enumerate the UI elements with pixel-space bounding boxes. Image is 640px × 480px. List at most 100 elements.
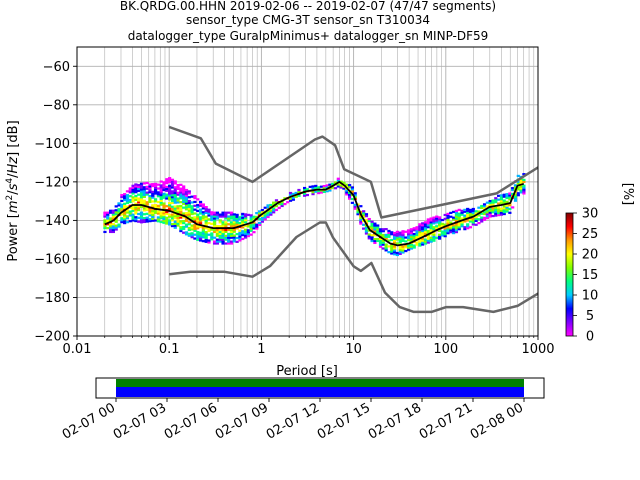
density-cell: [215, 215, 220, 218]
density-cell: [423, 225, 428, 228]
density-cell: [409, 243, 414, 246]
density-cell: [193, 227, 197, 231]
density-cell: [412, 236, 416, 240]
density-cell: [232, 222, 236, 226]
density-cell: [131, 217, 135, 220]
density-cell: [193, 204, 197, 207]
density-cell: [207, 212, 211, 215]
density-cell: [139, 200, 144, 203]
density-cell: [241, 214, 245, 217]
density-cell: [513, 199, 518, 202]
density-cell: [184, 213, 189, 217]
density-cell: [398, 250, 402, 254]
density-cell: [468, 214, 473, 217]
density-cell: [170, 215, 175, 218]
density-cell: [123, 222, 127, 225]
density-cell: [221, 228, 225, 232]
density-cell: [125, 199, 130, 203]
density-cell: [145, 193, 149, 196]
density-cell: [426, 226, 430, 229]
density-cell: [384, 247, 388, 250]
density-cell: [120, 195, 124, 199]
density-cell: [488, 200, 492, 203]
density-cell: [210, 236, 214, 239]
density-cell: [482, 210, 487, 214]
density-cell: [173, 188, 177, 191]
density-cell: [241, 234, 245, 237]
density-cell: [207, 214, 211, 217]
density-cell: [460, 213, 464, 216]
density-cell: [204, 233, 208, 236]
density-cell: [106, 227, 110, 230]
density-cell: [446, 228, 450, 231]
density-cell: [159, 211, 163, 214]
density-cell: [260, 218, 265, 221]
density-cell: [466, 211, 470, 214]
colorbar: 0 5 10 15 20 25 30: [565, 207, 598, 345]
density-cell: [457, 212, 461, 215]
density-cell: [184, 225, 189, 228]
density-cell: [153, 190, 158, 193]
density-cell: [176, 209, 180, 212]
density-cell: [198, 212, 203, 215]
density-cell: [243, 224, 248, 228]
density-cell: [168, 215, 172, 218]
density-cell: [494, 214, 498, 217]
density-cell: [224, 228, 228, 232]
density-cell: [103, 225, 107, 228]
density-cell: [142, 209, 146, 212]
density-cell: [232, 240, 236, 243]
density-cell: [311, 191, 315, 194]
density-cell: [395, 230, 399, 233]
density-cell: [249, 216, 253, 219]
density-cell: [499, 201, 504, 205]
density-cell: [134, 219, 138, 223]
density-cell: [148, 198, 152, 202]
density-cell: [207, 218, 211, 221]
density-cell: [170, 180, 175, 183]
density-cell: [291, 196, 295, 199]
density-cell: [173, 216, 177, 220]
density-cell: [491, 214, 495, 218]
density-cell: [477, 214, 481, 217]
density-cell: [173, 226, 177, 229]
density-cell: [176, 224, 180, 227]
density-cell: [111, 215, 115, 218]
density-cell: [367, 225, 371, 228]
density-cell: [196, 221, 200, 224]
density-cell: [173, 224, 177, 227]
density-cell: [106, 211, 110, 214]
density-cell: [395, 232, 399, 235]
density-cell: [159, 197, 163, 201]
density-cell: [179, 204, 183, 208]
density-cell: [198, 204, 203, 207]
mode-line: [104, 180, 524, 247]
density-cell: [249, 225, 253, 229]
density-cell: [108, 211, 113, 214]
density-cell: [187, 190, 191, 193]
density-cell: [187, 199, 191, 203]
density-cell: [201, 213, 205, 216]
density-cell: [246, 231, 250, 234]
density-cell: [142, 213, 146, 216]
density-cell: [401, 245, 405, 248]
density-cell: [128, 214, 132, 217]
density-cell: [196, 232, 200, 236]
density-cell: [466, 219, 470, 222]
density-cell: [190, 210, 194, 214]
density-cell: [260, 220, 265, 223]
density-cell: [370, 220, 374, 223]
density-cell: [457, 224, 461, 227]
density-cell: [398, 235, 402, 238]
density-cell: [137, 220, 141, 223]
density-cell: [170, 194, 175, 197]
density-cell: [454, 219, 459, 222]
y-tick-label: −140: [34, 214, 70, 229]
timeline-tick-label: 02-07 09: [213, 400, 271, 442]
density-cell: [128, 189, 132, 192]
density-cell: [148, 185, 152, 188]
density-cell: [128, 191, 132, 194]
density-cell: [128, 212, 132, 215]
density-cell: [159, 199, 163, 202]
density-cell: [165, 189, 169, 192]
